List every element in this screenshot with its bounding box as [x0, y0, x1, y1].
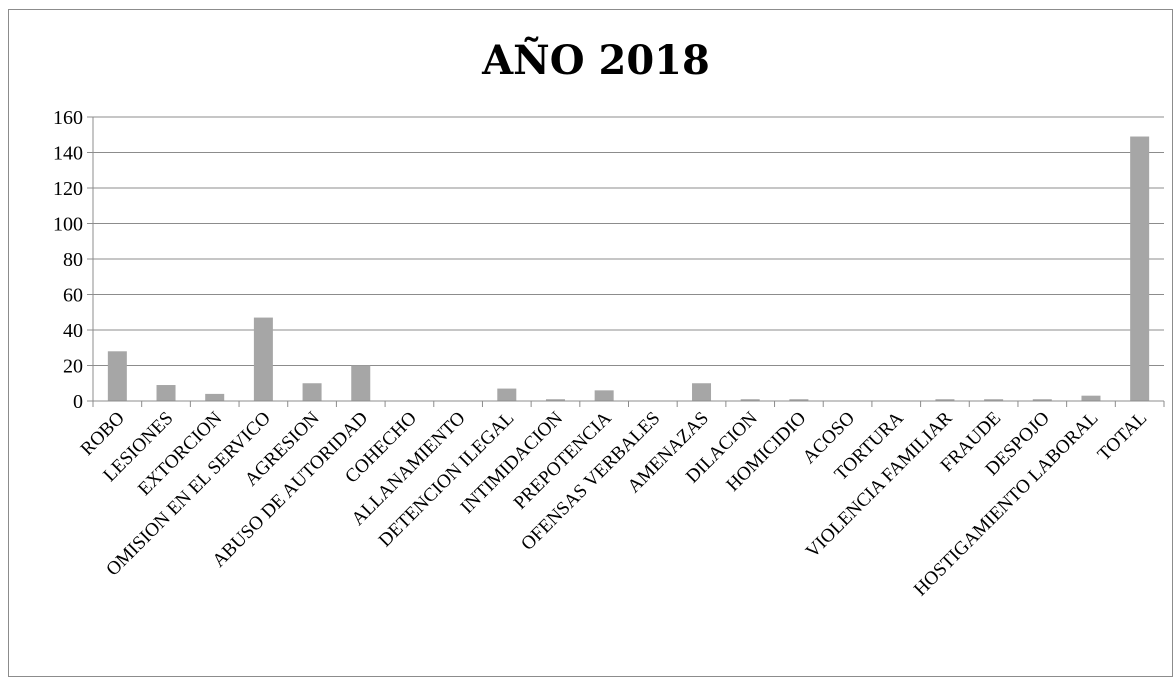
y-tick-label: 20	[63, 356, 83, 378]
bar	[497, 388, 517, 401]
bar	[302, 383, 322, 401]
bar	[740, 399, 760, 401]
bar	[594, 390, 614, 401]
chart-title: AÑO 2018	[481, 37, 710, 84]
y-tick-label: 160	[53, 107, 83, 129]
bar	[1130, 136, 1150, 401]
y-tick-label: 120	[53, 178, 83, 200]
bar	[692, 383, 712, 401]
y-tick-label: 60	[63, 285, 83, 307]
bar	[984, 399, 1004, 401]
y-tick-label: 80	[63, 249, 83, 271]
bar	[789, 399, 809, 401]
chart-frame	[8, 9, 1173, 677]
x-category-label: TOTAL	[1094, 408, 1152, 466]
y-tick-label: 0	[73, 391, 83, 413]
y-tick-label: 100	[53, 214, 83, 236]
bar	[107, 351, 127, 401]
bar	[253, 317, 273, 401]
y-axis-ticks: 0 20 40 60 80 100 120 140 160	[53, 107, 93, 413]
bar	[351, 365, 371, 401]
bar	[156, 385, 176, 401]
bar	[1032, 399, 1052, 401]
bar	[935, 399, 955, 401]
axes	[92, 117, 1165, 407]
gridlines	[93, 116, 1164, 366]
y-tick-label: 40	[63, 320, 83, 342]
bar	[545, 399, 565, 401]
bar	[205, 393, 225, 401]
bars	[107, 136, 1150, 401]
bar	[1081, 395, 1101, 401]
y-tick-label: 140	[53, 143, 83, 165]
